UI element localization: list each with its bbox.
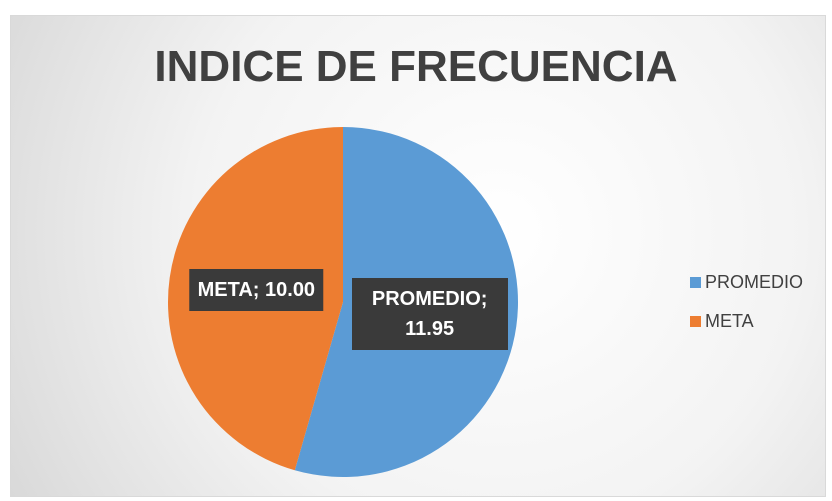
legend-entry: META — [690, 311, 754, 332]
legend-swatch — [690, 277, 701, 288]
legend-entry: PROMEDIO — [690, 272, 803, 293]
legend-label: PROMEDIO — [705, 272, 804, 292]
data-label: PROMEDIO; 11.95 — [351, 278, 508, 351]
data-label: META; 10.00 — [189, 268, 324, 311]
chart-title: INDICE DE FRECUENCIA — [154, 42, 678, 91]
legend-swatch — [690, 316, 701, 327]
legend-label: META — [705, 311, 754, 331]
